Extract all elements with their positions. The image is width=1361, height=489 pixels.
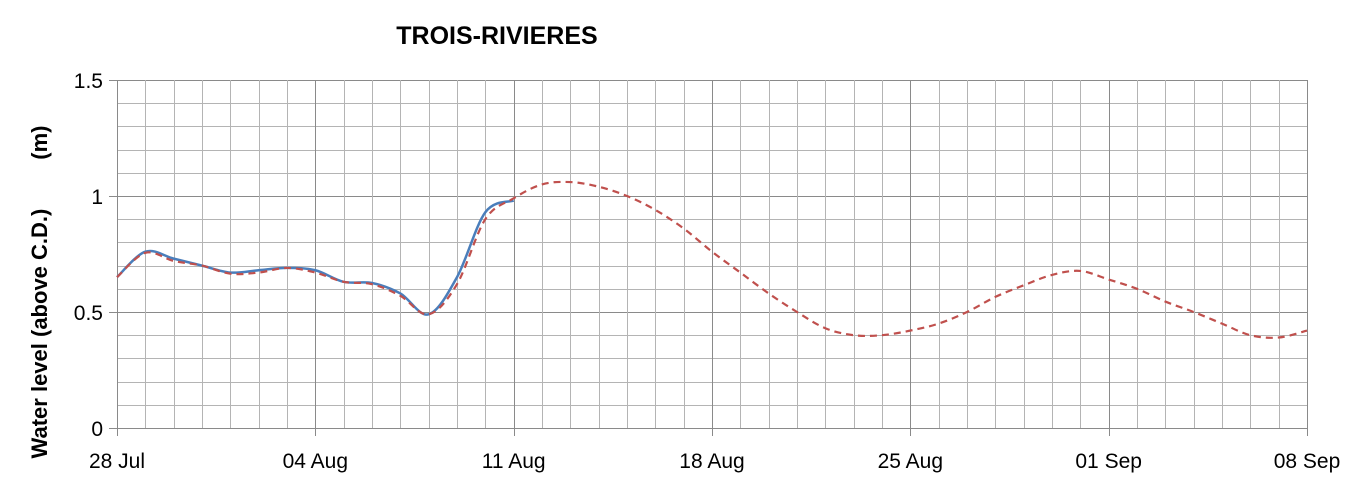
y-tick-label: 1 (91, 186, 103, 209)
series-line-observed (116, 199, 515, 316)
y-tick-label: 1.5 (74, 70, 103, 93)
x-tick-label: 08 Sep (1274, 450, 1341, 473)
y-tick-label: 0.5 (74, 302, 103, 325)
x-tick-label: 18 Aug (679, 450, 744, 473)
x-tick-label: 04 Aug (283, 450, 348, 473)
x-tick-label: 11 Aug (482, 450, 546, 473)
chart-title: TROIS-RIVIERES (396, 22, 598, 50)
y-tick-label: 0 (91, 418, 103, 441)
x-tick-label: 28 Jul (89, 450, 145, 473)
x-tick-label: 25 Aug (878, 450, 943, 473)
x-tick-label: 01 Sep (1075, 450, 1142, 473)
